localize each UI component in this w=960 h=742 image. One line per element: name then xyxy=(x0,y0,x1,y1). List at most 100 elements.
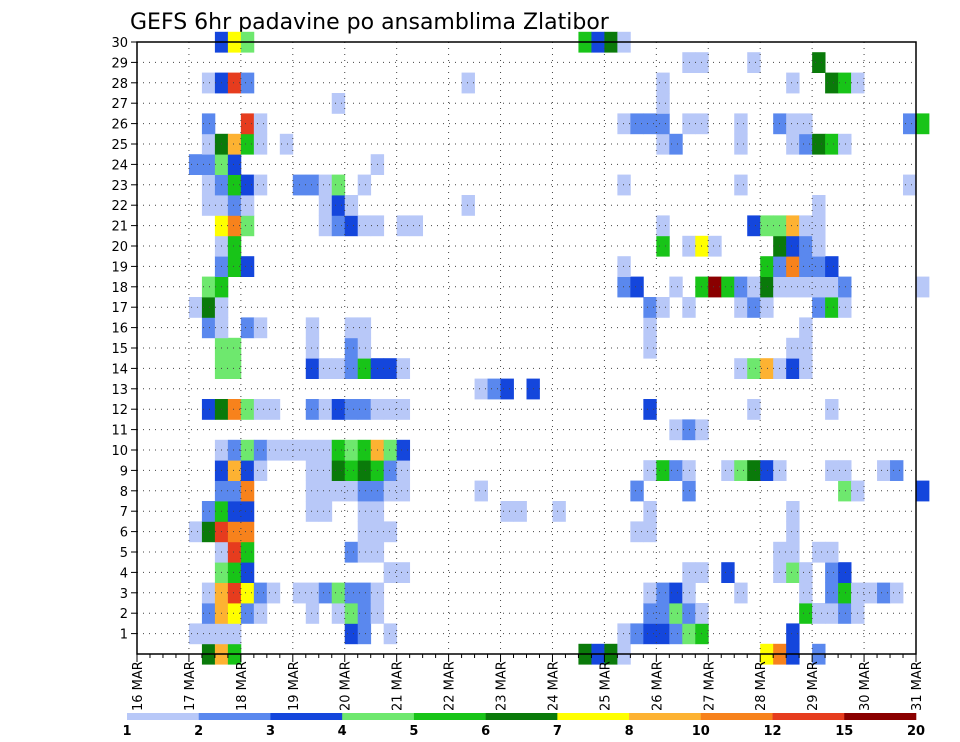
heatmap-cell xyxy=(461,195,475,216)
heatmap-cell xyxy=(747,215,761,237)
heatmap-cell xyxy=(734,358,748,379)
heatmap-cell xyxy=(799,358,813,379)
x-tick-label: 18 MAR xyxy=(235,661,250,711)
heatmap-cell xyxy=(331,93,346,114)
legend-label: 4 xyxy=(338,724,347,739)
heatmap-cell xyxy=(734,174,748,196)
heatmap-cell xyxy=(669,276,683,298)
heatmap-cell xyxy=(357,541,372,563)
legend-label: 12 xyxy=(763,724,781,739)
heatmap-cell xyxy=(331,399,346,420)
y-tick-label: 13 xyxy=(111,383,128,398)
legend-swatch xyxy=(198,713,271,720)
heatmap-cell xyxy=(201,317,216,339)
heatmap-cell xyxy=(799,562,813,583)
y-tick-label: 23 xyxy=(111,179,128,194)
heatmap-cell xyxy=(357,439,372,461)
heatmap-cell xyxy=(643,623,657,645)
heatmap-cell xyxy=(682,52,696,73)
heatmap-cell xyxy=(812,276,826,298)
heatmap-cell xyxy=(227,521,242,543)
heatmap-cell xyxy=(786,562,800,583)
heatmap-cell xyxy=(617,276,631,298)
heatmap-cell xyxy=(201,521,216,543)
x-tick-label: 25 MAR xyxy=(598,661,613,711)
heatmap-cell xyxy=(682,603,696,624)
heatmap-cell xyxy=(227,154,242,175)
heatmap-cell xyxy=(656,582,670,604)
heatmap-cell xyxy=(721,460,735,481)
heatmap-cell xyxy=(864,582,878,604)
heatmap-cell xyxy=(747,52,761,73)
heatmap-cell xyxy=(812,133,826,155)
heatmap-cell xyxy=(201,603,216,624)
heatmap-cell xyxy=(240,582,255,604)
heatmap-cell xyxy=(799,276,813,298)
y-tick-label: 18 xyxy=(111,281,128,296)
heatmap-cell xyxy=(227,623,242,645)
heatmap-cell xyxy=(617,623,631,645)
heatmap-cell xyxy=(201,113,216,135)
y-tick-label: 25 xyxy=(111,138,128,153)
heatmap-cell xyxy=(344,460,359,481)
heatmap-cell xyxy=(357,521,372,543)
heatmap-cell xyxy=(357,215,372,237)
x-tick-label: 17 MAR xyxy=(183,661,198,711)
heatmap-cell xyxy=(318,501,333,522)
heatmap-cell xyxy=(240,317,255,339)
heatmap-cell xyxy=(383,358,398,379)
heatmap-cell xyxy=(825,256,839,277)
heatmap-cell xyxy=(396,480,411,502)
heatmap-cell xyxy=(890,582,904,604)
heatmap-cell xyxy=(266,399,281,420)
heatmap-cell xyxy=(240,521,255,543)
heatmap-cell xyxy=(305,460,320,481)
legend-swatch xyxy=(342,713,415,720)
heatmap-cell xyxy=(682,460,696,481)
heatmap-cell xyxy=(201,582,216,604)
heatmap-cell xyxy=(825,460,839,481)
heatmap-cell xyxy=(201,195,216,216)
heatmap-cell xyxy=(331,195,346,216)
heatmap-cell xyxy=(240,501,255,522)
heatmap-cell xyxy=(786,501,800,522)
heatmap-cell xyxy=(630,623,644,645)
heatmap-cell xyxy=(916,276,930,298)
heatmap-cell xyxy=(812,235,826,257)
heatmap-cell xyxy=(201,623,216,645)
heatmap-cell xyxy=(344,582,359,604)
heatmap-cell xyxy=(240,113,255,135)
legend-swatch xyxy=(413,713,486,720)
legend-swatch xyxy=(772,713,845,720)
heatmap-cell xyxy=(305,317,320,339)
heatmap-cell xyxy=(253,439,268,461)
heatmap-cell xyxy=(357,358,372,379)
heatmap-cell xyxy=(760,460,774,481)
heatmap-cell xyxy=(682,113,696,135)
heatmap-cell xyxy=(643,317,657,339)
heatmap-cell xyxy=(357,603,372,624)
heatmap-cell xyxy=(786,235,800,257)
heatmap-cell xyxy=(357,399,372,420)
heatmap-cell xyxy=(357,337,372,359)
heatmap-cell xyxy=(227,582,242,604)
heatmap-cell xyxy=(643,113,657,135)
legend-label: 2 xyxy=(194,724,203,739)
heatmap-cell xyxy=(227,399,242,420)
heatmap-cell xyxy=(747,297,761,318)
heatmap-cell xyxy=(799,235,813,257)
legend-swatch xyxy=(844,713,917,720)
heatmap-cell xyxy=(305,174,320,196)
legend-label: 1 xyxy=(122,724,131,739)
heatmap-cell xyxy=(825,541,839,563)
heatmap-cell xyxy=(227,358,242,379)
heatmap-cell xyxy=(357,174,372,196)
heatmap-cell xyxy=(240,72,255,94)
x-tick-label: 20 MAR xyxy=(339,661,354,711)
y-axis-ticks: 1234567891011121314151617181920212223242… xyxy=(111,36,137,643)
y-tick-label: 5 xyxy=(120,546,128,561)
heatmap-cell xyxy=(253,582,268,604)
heatmap-cell xyxy=(656,72,670,94)
heatmap-cell xyxy=(305,337,320,359)
heatmap-cell xyxy=(734,113,748,135)
